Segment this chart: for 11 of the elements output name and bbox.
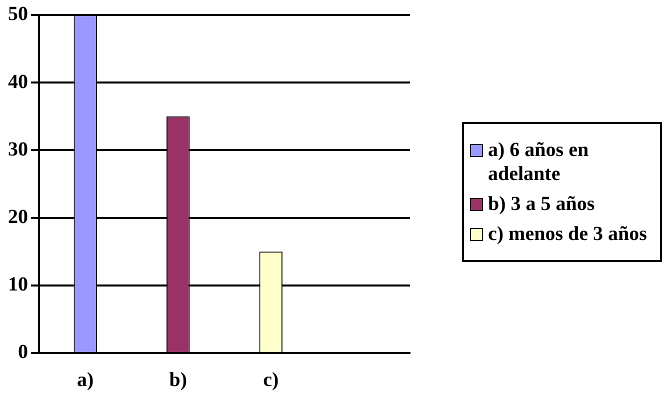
y-tick-label: 20 bbox=[8, 206, 28, 228]
y-tick-label: 0 bbox=[18, 341, 28, 364]
x-tick-label: c) bbox=[263, 369, 279, 392]
y-tick-label: 10 bbox=[8, 274, 28, 296]
x-tick-label: a) bbox=[77, 369, 94, 392]
y-tick-label: 40 bbox=[8, 70, 28, 93]
legend-label: c) menos de 3 años bbox=[488, 222, 647, 246]
x-tick-label: b) bbox=[169, 369, 188, 392]
y-tick-label: 50 bbox=[8, 3, 28, 26]
y-tick-label: 30 bbox=[8, 138, 28, 160]
legend-label: b) 3 a 5 años bbox=[488, 192, 595, 216]
